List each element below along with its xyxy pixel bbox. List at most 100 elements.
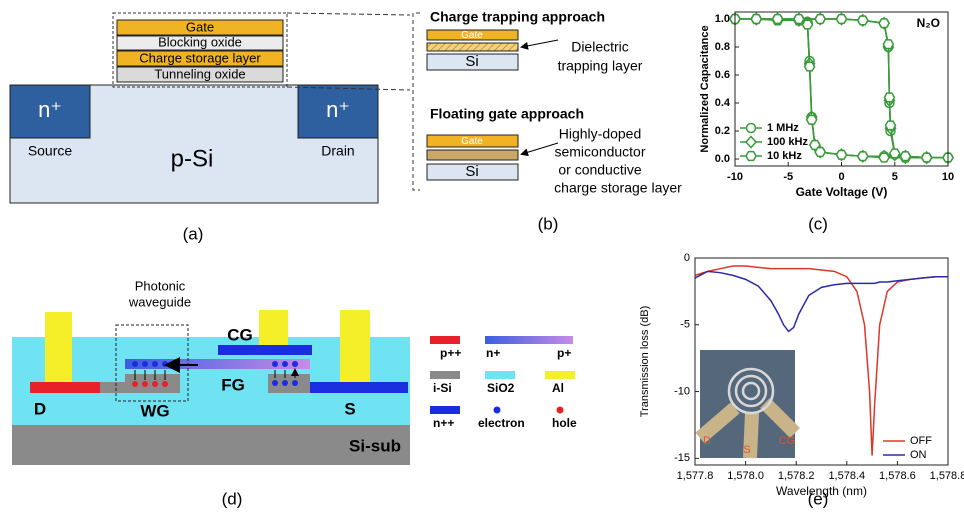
legend-swatch — [430, 371, 460, 379]
note: trapping layer — [558, 58, 643, 74]
legend-label: SiO2 — [487, 381, 515, 395]
legend-swatch — [430, 336, 460, 344]
marker — [837, 15, 847, 24]
legend-swatch — [485, 336, 573, 344]
fg-layer — [427, 150, 518, 160]
y-tick-label: -15 — [674, 452, 690, 464]
legend-swatch — [545, 371, 575, 379]
x-tick-label: 1,578.2 — [778, 470, 815, 482]
page: { "diagram_a": {"gate": "Gate", "blockin… — [0, 0, 964, 523]
x-tick-label: 1,578.4 — [828, 470, 865, 482]
panel-a: n⁺ n⁺ Source Drain p-Si Gate Blocking ox… — [10, 13, 410, 243]
marker — [815, 15, 825, 24]
marker — [879, 153, 889, 162]
legend-label: 1 MHz — [767, 122, 799, 134]
wg-note: waveguide — [128, 294, 191, 309]
y-tick-label: 0 — [684, 252, 690, 264]
legend-label: p++ — [440, 346, 461, 360]
al-contact — [340, 310, 370, 382]
panel-label: (e) — [808, 489, 829, 508]
panel-d: Si-sub Photonic waveguide CG FG D WG S p… — [12, 278, 577, 508]
x-tick-label: 1,577.8 — [677, 470, 714, 482]
legend-swatch — [430, 406, 460, 414]
note: charge storage layer — [554, 180, 682, 196]
series-line — [695, 271, 948, 331]
panel-label: (a) — [183, 224, 204, 243]
legend-swatch — [557, 407, 564, 414]
marker — [805, 62, 815, 71]
inset-label: CG — [779, 435, 796, 447]
layer-label: Gate — [461, 136, 483, 147]
marker — [879, 19, 889, 28]
inset-label: D — [703, 435, 711, 447]
cg-bar — [218, 345, 312, 355]
marker — [747, 124, 756, 133]
x-axis-label: Gate Voltage (V) — [796, 185, 888, 199]
legend-swatch — [485, 371, 515, 379]
annotation: N₂O — [917, 16, 940, 30]
x-tick-label: -10 — [727, 171, 743, 183]
psi-label: p-Si — [171, 145, 214, 172]
marker — [751, 15, 761, 24]
source-label: Source — [28, 143, 73, 159]
y-tick-label: 0.2 — [715, 125, 730, 137]
note: Highly-doped — [559, 126, 642, 142]
marker — [858, 16, 868, 25]
x-tick-label: 1,578.8 — [930, 470, 964, 482]
zoom-line — [287, 13, 410, 90]
legend-label: n+ — [486, 346, 500, 360]
panel-b: Charge trapping approach Gate Si Dielect… — [413, 9, 682, 234]
layer-label: Tunneling oxide — [154, 66, 245, 81]
note: or conductive — [558, 162, 641, 178]
s-label: S — [344, 399, 355, 418]
x-tick-label: 1,578.6 — [879, 470, 916, 482]
panel-label: (c) — [808, 214, 828, 233]
legend-label: 100 kHz — [767, 136, 808, 148]
n-label: n⁺ — [326, 97, 350, 122]
i-si — [100, 382, 125, 393]
arrow — [522, 143, 558, 154]
bracket — [413, 13, 420, 190]
fg-label: FG — [221, 375, 245, 394]
x-tick-label: 0 — [838, 171, 844, 183]
drain-label: Drain — [321, 143, 354, 159]
x-tick-label: 1,578.0 — [727, 470, 764, 482]
arrow — [522, 40, 558, 47]
legend-label: OFF — [910, 435, 932, 447]
legend-label: electron — [478, 416, 525, 430]
marker — [807, 115, 817, 124]
n-region — [310, 382, 408, 393]
layer-label: Gate — [186, 19, 214, 34]
cg-label: CG — [227, 325, 253, 344]
wg-label: WG — [140, 401, 169, 420]
layer-label: Si — [465, 163, 478, 180]
legend-swatch — [494, 407, 501, 414]
legend-label: ON — [910, 449, 927, 461]
x-tick-label: -5 — [783, 171, 793, 183]
n-label: n⁺ — [38, 97, 62, 122]
note: Dielectric — [571, 39, 629, 55]
layer-label: Gate — [461, 30, 483, 41]
legend-label: 10 kHz — [767, 150, 802, 162]
y-tick-label: 1.0 — [715, 13, 730, 25]
p-region — [30, 382, 100, 393]
marker — [837, 150, 847, 159]
inset: DSCG — [700, 350, 795, 458]
al-contact — [259, 310, 288, 346]
panel-label: (d) — [222, 489, 243, 508]
marker — [883, 40, 893, 49]
marker — [746, 152, 756, 161]
marker — [858, 152, 868, 161]
note: semiconductor — [554, 144, 645, 160]
y-tick-label: 0.8 — [715, 41, 730, 53]
x-tick-label: 5 — [892, 171, 898, 183]
marker — [890, 149, 900, 158]
wg-note: Photonic — [135, 278, 186, 293]
layer-label: Charge storage layer — [139, 50, 261, 65]
y-tick-label: 0.0 — [715, 153, 730, 165]
y-axis-label: Normalized Capacitance — [699, 25, 711, 152]
marker — [900, 152, 910, 161]
legend-label: n++ — [433, 416, 454, 430]
marker — [773, 15, 783, 24]
